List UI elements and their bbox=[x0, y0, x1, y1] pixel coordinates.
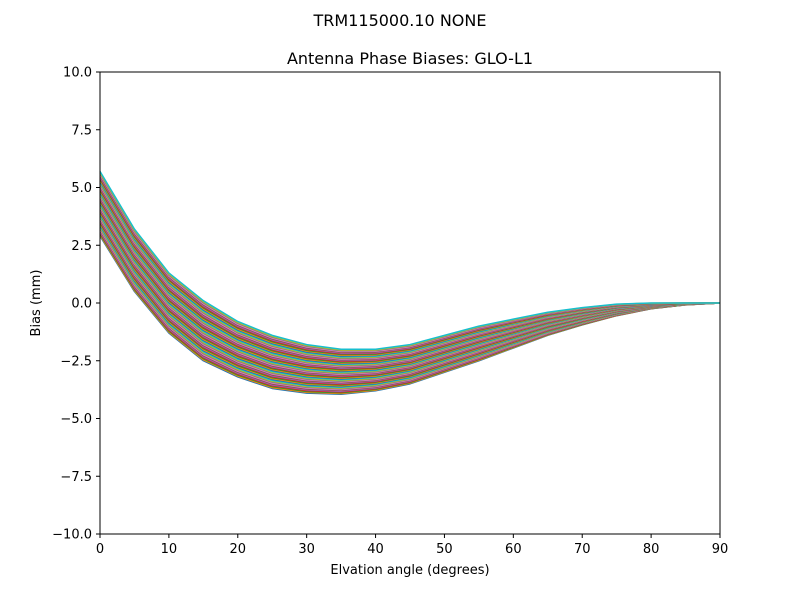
chart-title: Antenna Phase Biases: GLO-L1 bbox=[287, 49, 533, 68]
y-tick-label: 10.0 bbox=[63, 66, 92, 81]
x-axis-label: Elvation angle (degrees) bbox=[330, 563, 489, 578]
x-tick-label: 90 bbox=[712, 542, 729, 557]
y-tick-label: −10.0 bbox=[52, 528, 92, 543]
chart-suptitle: TRM115000.10 NONE bbox=[313, 11, 487, 30]
y-tick-label: 5.0 bbox=[71, 181, 92, 196]
x-tick-label: 50 bbox=[436, 542, 453, 557]
x-tick-label: 20 bbox=[230, 542, 247, 557]
y-axis-label: Bias (mm) bbox=[29, 270, 44, 337]
x-tick-label: 60 bbox=[505, 542, 522, 557]
x-tick-label: 10 bbox=[161, 542, 178, 557]
x-tick-label: 30 bbox=[298, 542, 315, 557]
y-axis: 10.0 7.5 5.0 2.5 0.0 −2.5 −5.0 −7.5 −10.0 bbox=[52, 66, 100, 543]
plot-area bbox=[99, 71, 721, 535]
x-tick-label: 40 bbox=[367, 542, 384, 557]
y-tick-label: 7.5 bbox=[71, 123, 92, 138]
x-tick-label: 80 bbox=[643, 542, 660, 557]
y-tick-label: 0.0 bbox=[71, 297, 92, 312]
x-tick-label: 70 bbox=[574, 542, 591, 557]
y-tick-label: 2.5 bbox=[71, 239, 92, 254]
y-tick-label: −5.0 bbox=[60, 412, 92, 427]
y-tick-label: −2.5 bbox=[60, 354, 92, 369]
y-tick-label: −7.5 bbox=[60, 470, 92, 485]
series-layer bbox=[99, 170, 721, 395]
x-tick-label: 0 bbox=[96, 542, 104, 557]
series-line bbox=[99, 170, 720, 350]
x-axis: 0 10 20 30 40 50 60 70 80 90 bbox=[96, 534, 728, 557]
